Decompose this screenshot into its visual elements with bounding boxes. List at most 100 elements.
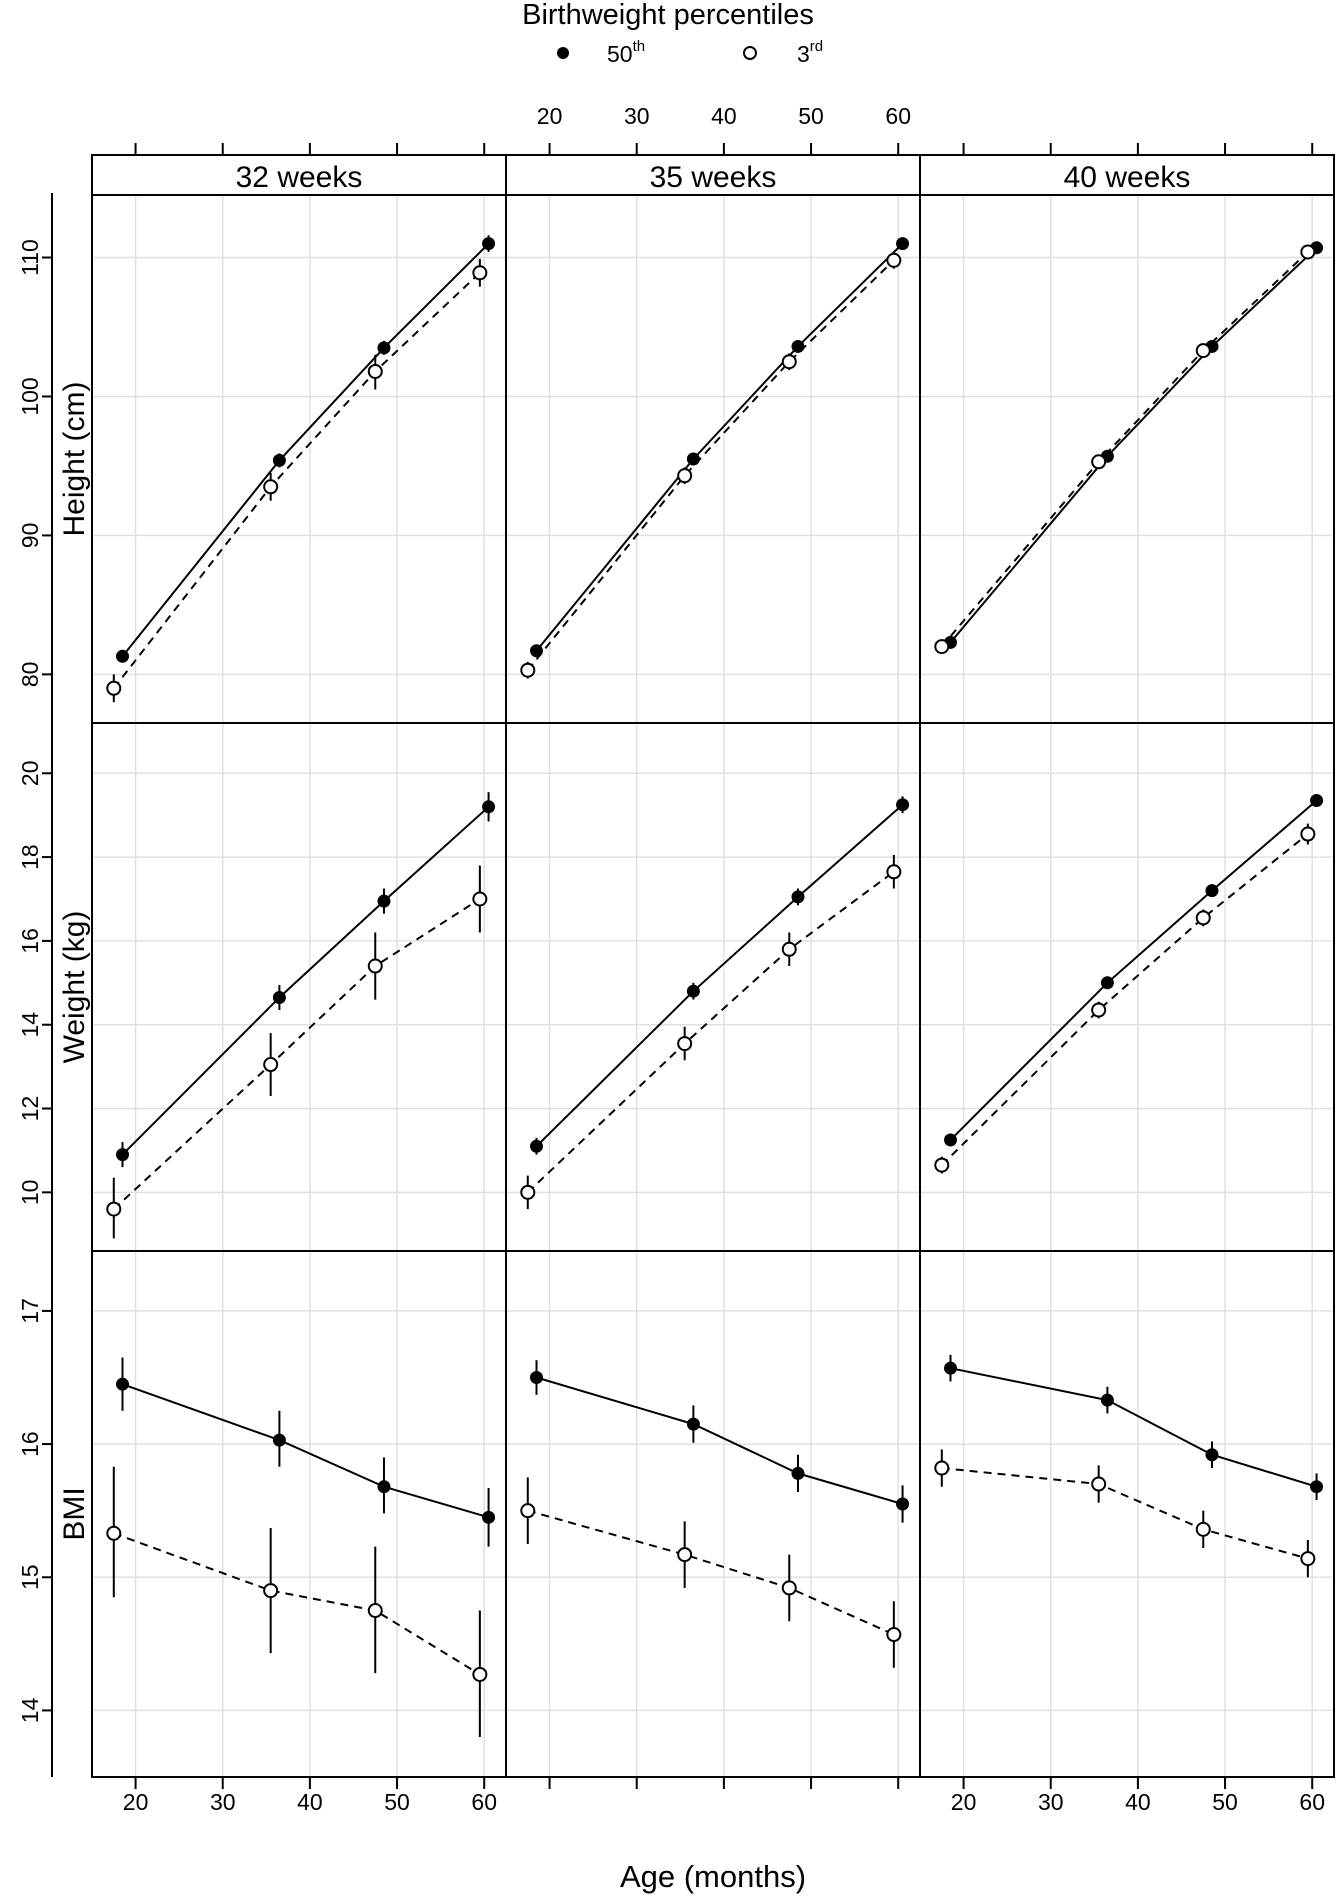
point-2-2-0-2 xyxy=(1205,1448,1219,1462)
bottom-tick-label-2-4: 60 xyxy=(1299,1789,1325,1815)
series-line-2-0-0 xyxy=(122,1383,489,1519)
point-1-0-1-3 xyxy=(472,891,488,907)
panel-border-1-2 xyxy=(919,722,1335,1252)
panel-0-1 xyxy=(505,194,921,724)
panel-1-0 xyxy=(91,722,507,1252)
point-0-2-1-3 xyxy=(1300,244,1316,260)
panel-2-0 xyxy=(91,1250,507,1778)
point-2-2-1-1 xyxy=(1091,1476,1107,1492)
point-2-2-1-3 xyxy=(1300,1551,1316,1567)
y-tick-label-1-0: 10 xyxy=(17,1180,43,1206)
y-tick-label-0-1: 90 xyxy=(17,523,43,549)
y-tick-label-2-0: 14 xyxy=(17,1697,43,1723)
point-1-2-0-2 xyxy=(1205,884,1219,898)
point-1-0-1-2 xyxy=(367,958,383,974)
panel-0-0 xyxy=(91,194,507,724)
point-0-0-1-0 xyxy=(106,680,122,696)
point-0-0-0-0 xyxy=(116,649,130,663)
panel-border-2-2 xyxy=(919,1250,1335,1778)
point-2-0-1-3 xyxy=(472,1666,488,1682)
point-1-1-0-1 xyxy=(686,984,700,998)
series-line-1-0-1 xyxy=(113,898,481,1210)
y-tick-label-1-1: 12 xyxy=(17,1096,43,1122)
top-tick-label-2: 40 xyxy=(711,103,737,129)
panel-border-0-2 xyxy=(919,194,1335,724)
y-axis-label-1: Weight (kg) xyxy=(58,911,91,1064)
series-line-0-2-0 xyxy=(949,247,1318,644)
point-1-0-0-1 xyxy=(272,990,286,1004)
series-line-2-0-1 xyxy=(113,1532,481,1676)
point-2-0-0-2 xyxy=(377,1480,391,1494)
point-0-1-1-3 xyxy=(886,252,902,268)
y-axis-label-0: Height (cm) xyxy=(58,381,91,536)
point-0-2-1-1 xyxy=(1091,454,1107,470)
point-0-0-0-1 xyxy=(272,453,286,467)
point-0-1-1-0 xyxy=(520,662,536,678)
point-0-2-1-0 xyxy=(934,639,950,655)
x-axis-label: Age (months) xyxy=(620,1859,806,1894)
point-0-0-1-3 xyxy=(472,265,488,281)
panel-border-1-0 xyxy=(91,722,507,1252)
point-1-1-1-3 xyxy=(886,864,902,880)
bottom-tick-label-0-4: 60 xyxy=(471,1789,497,1815)
point-2-0-1-1 xyxy=(263,1583,279,1599)
bottom-tick-label-2-2: 40 xyxy=(1125,1789,1151,1815)
point-1-0-0-0 xyxy=(116,1148,130,1162)
y-tick-label-1-3: 16 xyxy=(17,928,43,954)
legend-label-50th-base: 50 xyxy=(607,41,633,67)
y-tick-label-0-3: 110 xyxy=(17,239,43,276)
legend-label-3rd-sup: rd xyxy=(810,38,823,55)
point-1-2-1-1 xyxy=(1091,1002,1107,1018)
point-1-2-0-1 xyxy=(1100,976,1114,990)
point-2-1-0-1 xyxy=(686,1417,700,1431)
bottom-tick-label-0-3: 50 xyxy=(384,1789,410,1815)
point-1-2-1-3 xyxy=(1300,826,1316,842)
panel-border-2-1 xyxy=(505,1250,921,1778)
point-1-1-0-0 xyxy=(530,1139,544,1153)
column-strips: 32 weeks 35 weeks 40 weeks xyxy=(91,154,1335,196)
top-axis: 20 30 40 50 60 xyxy=(134,103,1314,155)
point-1-2-1-2 xyxy=(1195,910,1211,926)
y-axis: 80 90 100 110 Height (cm) 10 12 14 16 18 20 Weight … xyxy=(17,193,91,1777)
point-1-0-1-1 xyxy=(263,1057,279,1073)
series-line-0-0-1 xyxy=(113,272,481,689)
point-1-1-1-1 xyxy=(677,1036,693,1052)
point-0-1-0-2 xyxy=(791,339,805,353)
point-1-2-1-0 xyxy=(934,1157,950,1173)
series-line-1-2-0 xyxy=(949,799,1318,1141)
bottom-tick-label-2-3: 50 xyxy=(1212,1789,1238,1815)
point-2-2-0-0 xyxy=(944,1361,958,1375)
panel-border-1-1 xyxy=(505,722,921,1252)
y-tick-label-1-4: 18 xyxy=(17,844,43,870)
strip-label-2: 40 weeks xyxy=(1064,161,1191,194)
point-2-0-1-0 xyxy=(106,1525,122,1541)
point-0-0-1-1 xyxy=(263,479,279,495)
legend-marker-3rd xyxy=(743,46,757,60)
point-2-1-1-1 xyxy=(677,1547,693,1563)
y-tick-label-1-5: 20 xyxy=(17,760,43,786)
panel-1-1 xyxy=(505,722,921,1252)
point-1-1-0-2 xyxy=(791,890,805,904)
bottom-tick-label-0-1: 30 xyxy=(210,1789,236,1815)
bottom-tick-label-2-0: 20 xyxy=(951,1789,977,1815)
panel-border-0-0 xyxy=(91,194,507,724)
y-tick-label-2-2: 16 xyxy=(17,1431,43,1457)
point-2-2-0-3 xyxy=(1310,1480,1324,1494)
point-2-1-0-2 xyxy=(791,1466,805,1480)
y-tick-label-2-1: 15 xyxy=(17,1564,43,1590)
legend-label-50th: 50th xyxy=(607,38,645,67)
point-2-1-0-0 xyxy=(530,1371,544,1385)
point-2-1-1-0 xyxy=(520,1503,536,1519)
point-2-0-0-3 xyxy=(482,1510,496,1524)
point-2-0-1-2 xyxy=(367,1603,383,1619)
panel-border-0-1 xyxy=(505,194,921,724)
point-2-0-0-1 xyxy=(272,1433,286,1447)
y-axis-label-2: BMI xyxy=(58,1487,91,1540)
series-line-0-2-1 xyxy=(941,251,1309,648)
point-1-0-0-3 xyxy=(482,800,496,814)
bottom-tick-label-2-1: 30 xyxy=(1038,1789,1064,1815)
panel-2-2 xyxy=(919,1250,1335,1778)
point-0-1-0-3 xyxy=(896,237,910,251)
point-1-0-1-0 xyxy=(106,1201,122,1217)
